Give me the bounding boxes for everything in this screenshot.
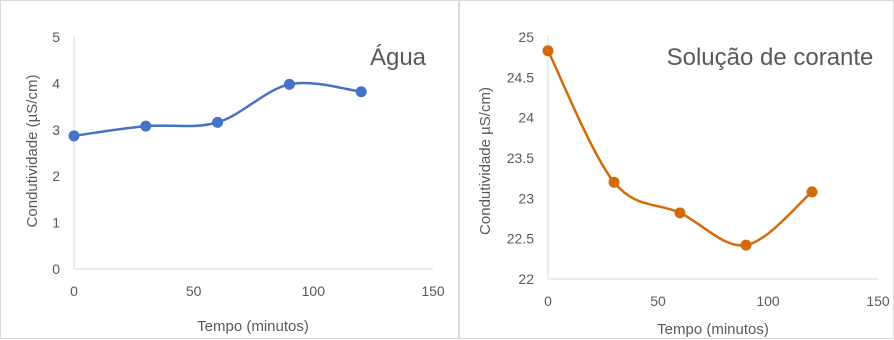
y-tick-label: 1 bbox=[52, 215, 60, 231]
data-point bbox=[140, 120, 152, 132]
y-tick-label: 23.5 bbox=[507, 150, 534, 166]
chart-panel-dye-solution: Solução de corante Tempo (minutos) Condu… bbox=[459, 0, 894, 339]
x-tick-label: 150 bbox=[866, 293, 890, 309]
x-tick-label: 0 bbox=[544, 293, 552, 309]
data-point bbox=[608, 176, 620, 188]
x-tick-label: 50 bbox=[650, 293, 666, 309]
series-line bbox=[73, 81, 362, 138]
y-tick-label: 24 bbox=[518, 110, 534, 126]
y-tick-label: 2 bbox=[52, 168, 60, 184]
chart-title: Água bbox=[370, 44, 427, 71]
x-tick-label: 0 bbox=[70, 283, 78, 299]
chart-water-svg: Água Tempo (minutos) Condutividade (µS/c… bbox=[24, 29, 445, 335]
data-point bbox=[68, 130, 80, 142]
y-axis-title: Condutividade (µS/cm) bbox=[24, 75, 41, 228]
data-point bbox=[542, 45, 554, 57]
y-tick-label: 25 bbox=[518, 29, 534, 45]
data-point bbox=[806, 186, 818, 198]
series-line bbox=[546, 50, 813, 247]
x-tick-label: 100 bbox=[756, 293, 780, 309]
y-tick-label: 5 bbox=[52, 29, 60, 45]
x-tick-label: 50 bbox=[186, 283, 202, 299]
y-tick-label: 24.5 bbox=[507, 69, 534, 85]
y-tick-label: 4 bbox=[52, 75, 60, 91]
y-tick-label: 0 bbox=[52, 261, 60, 277]
x-axis-title: Tempo (minutos) bbox=[657, 321, 769, 338]
y-tick-label: 22 bbox=[518, 271, 534, 287]
chart-dye-svg: Solução de corante Tempo (minutos) Condu… bbox=[477, 29, 890, 338]
y-tick-label: 3 bbox=[52, 122, 60, 138]
y-tick-label: 22.5 bbox=[507, 231, 534, 247]
y-axis-title: Condutividade µS/cm) bbox=[477, 87, 494, 235]
tick-labels: 0 50 100 150 22 22.5 23 23.5 24 24.5 25 bbox=[507, 29, 890, 309]
data-points bbox=[68, 78, 367, 142]
data-point bbox=[212, 116, 224, 128]
data-points bbox=[542, 45, 818, 251]
tick-labels: 0 50 100 150 0 1 2 3 4 5 bbox=[52, 29, 445, 299]
chart-title: Solução de corante bbox=[667, 44, 874, 71]
x-tick-label: 150 bbox=[421, 283, 445, 299]
x-axis-title: Tempo (minutos) bbox=[197, 318, 309, 335]
data-point bbox=[355, 86, 367, 98]
data-point bbox=[740, 239, 752, 251]
data-point bbox=[674, 207, 686, 219]
y-tick-label: 23 bbox=[518, 190, 534, 206]
x-tick-label: 100 bbox=[302, 283, 326, 299]
chart-panel-water: Água Tempo (minutos) Condutividade (µS/c… bbox=[0, 0, 459, 339]
data-point bbox=[283, 78, 295, 90]
